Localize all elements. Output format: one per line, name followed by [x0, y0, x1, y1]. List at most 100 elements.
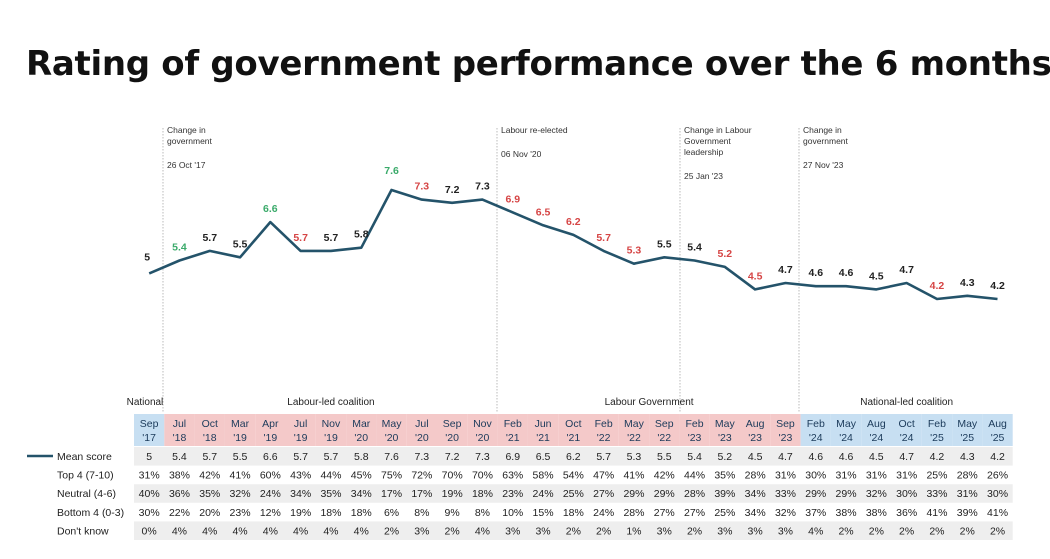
table-cell: 2%: [929, 525, 944, 537]
table-cell: 35%: [199, 488, 220, 500]
header-year: '23: [688, 432, 702, 444]
data-label: 4.6: [808, 267, 823, 279]
table-cell: 23%: [230, 507, 251, 519]
table-cell: 2%: [838, 525, 853, 537]
header-month: Aug: [867, 418, 886, 430]
table-cell: 6.6: [263, 451, 278, 463]
table-cell: 43%: [290, 470, 311, 482]
header-cell: [649, 414, 680, 446]
data-label: 6.2: [566, 216, 581, 228]
data-label: 5: [144, 251, 150, 263]
chart-title: Rating of government performance over th…: [26, 44, 1050, 84]
table-cell: 23%: [502, 488, 523, 500]
table-cell: 2%: [687, 525, 702, 537]
table-cell: 6.5: [536, 451, 551, 463]
data-label: 5.8: [354, 229, 369, 241]
table-cell: 4.5: [869, 451, 884, 463]
annotation-date: 25 Jan '23: [684, 171, 723, 181]
table-cell: 4.7: [778, 451, 793, 463]
period-label: Labour-led coalition: [287, 397, 374, 408]
header-year: '25: [991, 432, 1005, 444]
header-cell: [740, 414, 771, 446]
table-cell: 4%: [263, 525, 278, 537]
header-year: '20: [476, 432, 490, 444]
table-cell: 3%: [505, 525, 520, 537]
header-month: May: [715, 418, 736, 430]
data-label: 5.7: [596, 232, 611, 244]
header-month: Sep: [443, 418, 462, 430]
header-cell: [770, 414, 801, 446]
header-cell: [982, 414, 1013, 446]
table-cell: 2%: [596, 525, 611, 537]
header-cell: [467, 414, 498, 446]
table-cell: 41%: [926, 507, 947, 519]
header-year: '25: [960, 432, 974, 444]
table-cell: 5.5: [233, 451, 248, 463]
table-cell: 31%: [866, 470, 887, 482]
table-cell: 4.7: [899, 451, 914, 463]
table-cell: 18%: [563, 507, 584, 519]
row-label: Neutral (4-6): [57, 488, 116, 500]
table-cell: 32%: [230, 488, 251, 500]
table-cell: 8%: [414, 507, 429, 519]
data-label: 5.7: [202, 232, 217, 244]
header-cell: [921, 414, 953, 446]
table-cell: 2%: [960, 525, 975, 537]
annotation-date: 27 Nov '23: [803, 160, 844, 170]
header-cell: [830, 414, 862, 446]
header-year: '23: [779, 432, 793, 444]
table-cell: 27%: [654, 507, 675, 519]
table-cell: 24%: [533, 488, 554, 500]
table-cell: 15%: [533, 507, 554, 519]
row-band: [134, 484, 1013, 503]
table-cell: 12%: [260, 507, 281, 519]
header-year: '19: [264, 432, 278, 444]
table-cell: 31%: [957, 488, 978, 500]
table-cell: 4.3: [960, 451, 975, 463]
table-cell: 30%: [805, 470, 826, 482]
header-year: '20: [385, 432, 399, 444]
header-month: Nov: [322, 418, 341, 430]
table-cell: 4%: [808, 525, 823, 537]
header-year: '19: [233, 432, 247, 444]
annotation-text: leadership: [684, 147, 723, 157]
row-label: Top 4 (7-10): [57, 470, 114, 482]
period-label: National: [127, 397, 164, 408]
header-cell: [497, 414, 528, 446]
table-cell: 25%: [926, 470, 947, 482]
header-cell: [376, 414, 407, 446]
table-cell: 30%: [987, 488, 1008, 500]
data-label: 7.3: [475, 181, 490, 193]
header-year: '19: [324, 432, 338, 444]
table-cell: 27%: [593, 488, 614, 500]
table-cell: 4.2: [990, 451, 1005, 463]
header-month: Sep: [776, 418, 795, 430]
header-month: Oct: [898, 418, 914, 430]
header-cell: [709, 414, 740, 446]
header-cell: [891, 414, 922, 446]
table-cell: 28%: [684, 488, 705, 500]
data-label: 5.4: [172, 242, 187, 254]
table-cell: 44%: [320, 470, 341, 482]
table-cell: 4.6: [839, 451, 854, 463]
table-cell: 41%: [230, 470, 251, 482]
table-cell: 28%: [745, 470, 766, 482]
table-cell: 5.8: [354, 451, 369, 463]
table-cell: 38%: [866, 507, 887, 519]
data-label: 5.4: [687, 242, 702, 254]
header-cell: [255, 414, 286, 446]
header-cell: [800, 414, 831, 446]
table-cell: 24%: [593, 507, 614, 519]
table-cell: 45%: [351, 470, 372, 482]
header-year: '21: [567, 432, 581, 444]
header-month: Aug: [746, 418, 765, 430]
table-cell: 44%: [684, 470, 705, 482]
table-cell: 2%: [990, 525, 1005, 537]
header-cell: [527, 414, 559, 446]
table-cell: 18%: [351, 507, 372, 519]
header-month: Nov: [473, 418, 492, 430]
header-month: Sep: [140, 418, 159, 430]
table-cell: 5.3: [627, 451, 642, 463]
table-cell: 41%: [623, 470, 644, 482]
table-cell: 18%: [472, 488, 493, 500]
